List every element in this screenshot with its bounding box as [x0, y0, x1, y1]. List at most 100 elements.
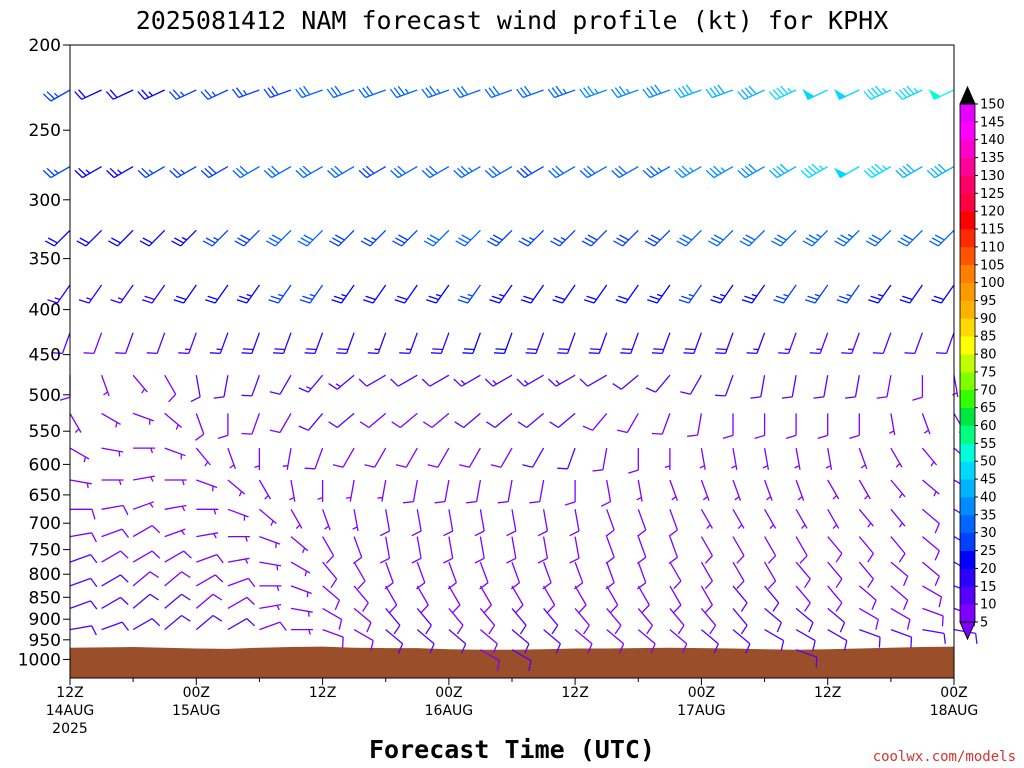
- barb-shaft: [207, 89, 229, 100]
- barb-shaft: [246, 284, 260, 304]
- wind-barb: [858, 447, 868, 470]
- barb-full-feather: [868, 299, 879, 304]
- barb-full-feather: [899, 299, 911, 304]
- barb-full-feather: [121, 621, 130, 631]
- wind-barb: [651, 332, 671, 355]
- wind-barb: [827, 585, 843, 612]
- barb-full-feather: [705, 88, 713, 98]
- barb-half-feather: [499, 293, 505, 297]
- barb-full-feather: [674, 169, 683, 179]
- barb-full-feather: [707, 240, 718, 247]
- wind-barb: [132, 618, 161, 631]
- colorbar-label: 120: [980, 205, 1005, 220]
- y-tick-label: 250: [29, 121, 61, 141]
- wind-barb: [78, 284, 103, 304]
- wind-barb: [141, 284, 166, 304]
- barb-shaft: [463, 412, 481, 428]
- barb-full-feather: [809, 352, 821, 355]
- barb-full-feather: [299, 167, 308, 176]
- barb-full-feather: [108, 240, 118, 247]
- barb-shaft: [751, 284, 766, 304]
- barb-full-feather: [139, 240, 150, 247]
- barb-full-feather: [646, 87, 654, 97]
- barb-half-feather: [254, 465, 260, 469]
- barb-full-feather: [704, 604, 713, 614]
- barb-half-feather: [289, 496, 295, 501]
- barb-full-feather: [208, 165, 217, 174]
- wind-barb: [795, 629, 816, 651]
- barb-shaft: [827, 479, 840, 500]
- colorbar-label: 25: [980, 544, 997, 559]
- barb-shaft: [100, 374, 110, 397]
- wind-barb: [651, 413, 671, 435]
- colorbar-segment: [960, 139, 975, 158]
- barb-full-feather: [800, 169, 810, 179]
- barb-full-feather: [360, 240, 371, 247]
- barb-full-feather: [867, 578, 874, 589]
- barb-half-feather: [308, 629, 311, 635]
- barb-shaft: [301, 89, 323, 99]
- barb-shaft: [626, 413, 639, 433]
- barb-full-feather: [943, 633, 946, 644]
- wind-barb: [928, 229, 955, 247]
- barb-full-feather: [120, 596, 129, 606]
- barb-full-feather: [748, 163, 757, 172]
- barb-shaft: [669, 509, 679, 531]
- barb-full-feather: [673, 604, 682, 614]
- credit-link[interactable]: coolwx.com/models: [873, 749, 1016, 765]
- barb-shaft: [195, 447, 211, 466]
- wind-barb: [700, 607, 717, 635]
- barb-full-feather: [492, 85, 500, 95]
- barb-full-feather: [141, 167, 150, 176]
- barb-shaft: [397, 166, 418, 179]
- barb-full-feather: [357, 580, 366, 590]
- wind-barb: [395, 447, 418, 468]
- wind-barb: [543, 585, 556, 614]
- barb-full-feather: [269, 429, 281, 434]
- barb-full-feather: [240, 234, 251, 241]
- x-tick-label: 2025: [52, 721, 88, 737]
- barb-full-feather: [681, 165, 691, 174]
- wind-barb: [299, 284, 324, 304]
- barb-full-feather: [843, 640, 848, 651]
- barb-full-feather: [569, 530, 580, 537]
- barb-full-feather: [552, 299, 563, 304]
- barb-full-feather: [637, 529, 647, 537]
- barb-full-feather: [304, 467, 316, 470]
- wind-barb: [236, 284, 260, 304]
- barb-full-feather: [303, 85, 311, 95]
- barb-full-feather: [934, 523, 940, 534]
- barb-half-feather: [933, 491, 937, 497]
- barb-shaft: [164, 615, 183, 631]
- barb-full-feather: [903, 599, 909, 610]
- colorbar-label: 30: [980, 526, 997, 541]
- wind-barb: [647, 284, 671, 304]
- barb-full-feather: [583, 299, 595, 304]
- wind-barb: [364, 447, 387, 468]
- barb-shaft: [258, 479, 271, 500]
- barb-shaft: [440, 332, 450, 354]
- barb-half-feather: [302, 547, 306, 554]
- ground-terrain: [70, 646, 954, 678]
- barb-full-feather: [776, 622, 782, 633]
- wind-barb: [196, 553, 224, 564]
- barb-full-feather: [489, 299, 500, 304]
- barb-shaft: [693, 332, 703, 354]
- barb-shaft: [574, 607, 590, 626]
- barb-half-feather: [83, 456, 87, 463]
- wind-barb: [516, 165, 544, 179]
- barb-half-feather: [54, 297, 60, 301]
- barb-full-feather: [484, 88, 492, 98]
- barb-shaft: [448, 536, 454, 559]
- barb-full-feather: [302, 165, 312, 174]
- barb-full-feather: [403, 500, 414, 504]
- barb-shaft: [524, 374, 544, 387]
- barb-shaft: [819, 332, 829, 354]
- barb-full-feather: [326, 88, 335, 98]
- barb-shaft: [921, 447, 938, 466]
- wind-barb: [52, 332, 71, 355]
- barb-full-feather: [111, 237, 121, 244]
- barb-full-feather: [740, 624, 748, 635]
- barb-full-feather: [926, 169, 936, 179]
- barb-full-feather: [455, 240, 466, 247]
